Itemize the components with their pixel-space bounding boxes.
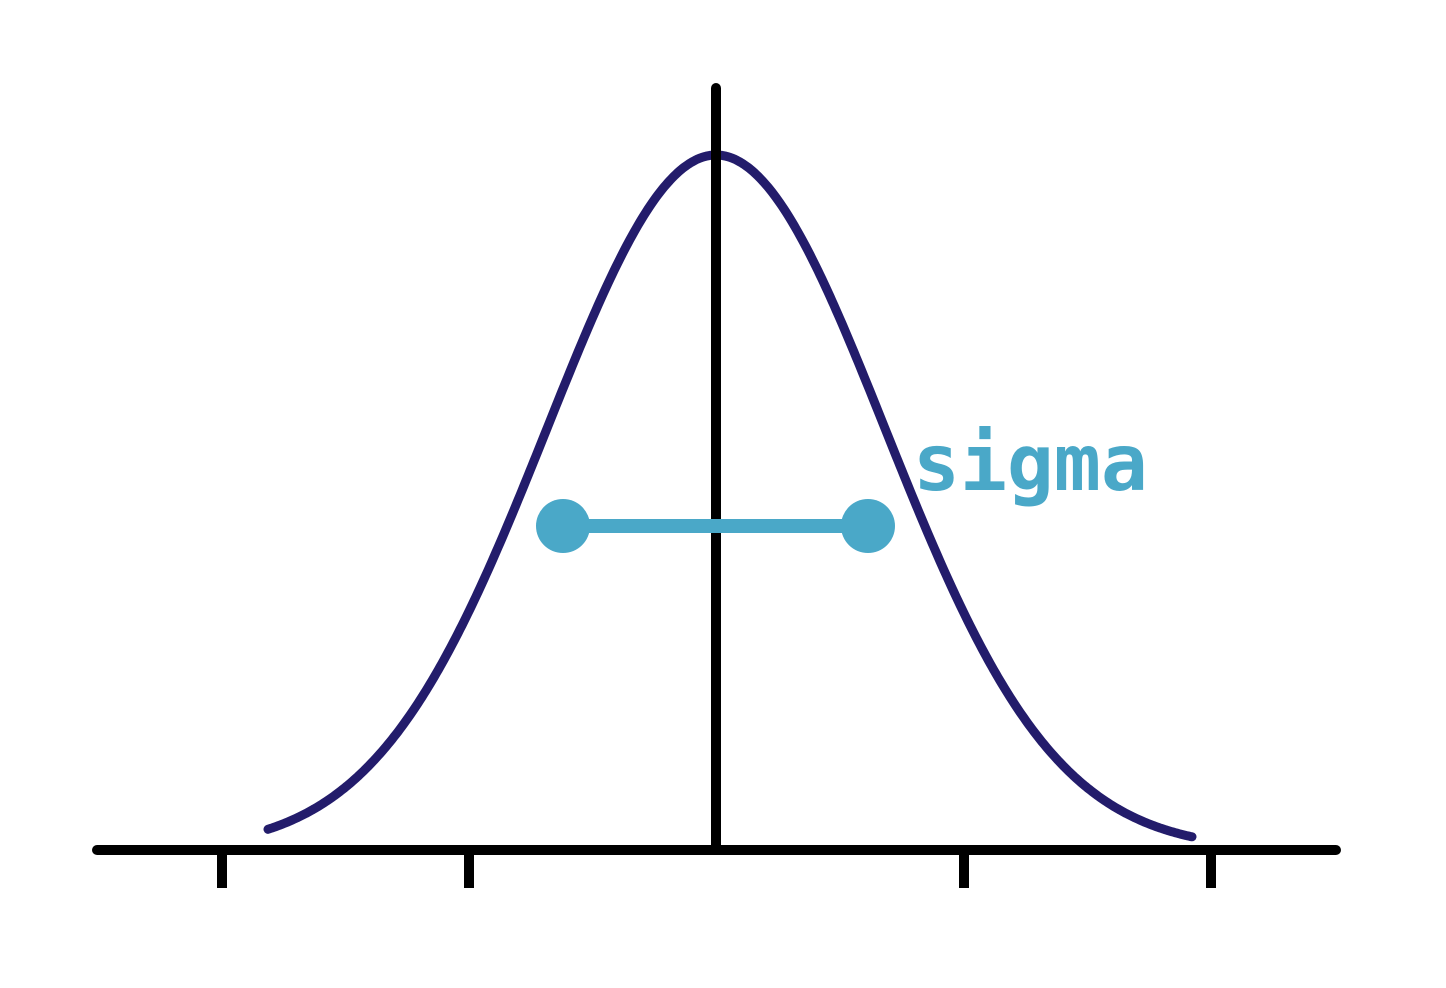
sigma-left-marker xyxy=(536,499,590,553)
bell-curve xyxy=(263,150,1197,842)
sigma-label: sigma xyxy=(913,419,1148,509)
sigma-right-marker xyxy=(841,499,895,553)
x-axis-ticks xyxy=(217,850,1216,888)
